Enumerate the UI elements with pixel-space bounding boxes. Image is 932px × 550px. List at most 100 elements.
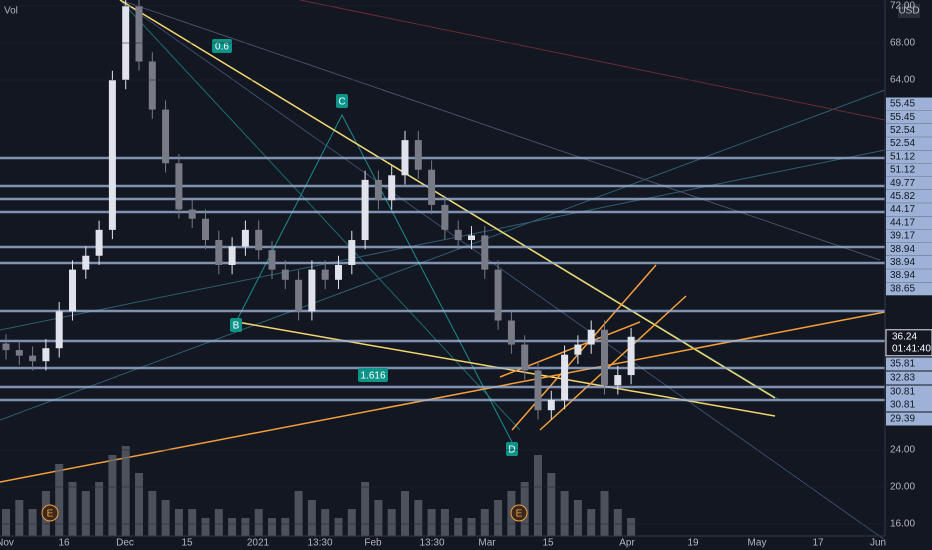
- level-label: 45.82: [890, 191, 915, 202]
- candle-body: [587, 329, 595, 345]
- level-label: 38.94: [890, 270, 915, 281]
- candle-body: [348, 240, 356, 265]
- annotation: B: [233, 321, 240, 332]
- annotation-box: [336, 94, 348, 108]
- candle-body: [614, 375, 622, 386]
- x-tick-label: 13:30: [307, 538, 332, 549]
- candle-body: [255, 229, 263, 251]
- x-tick-label: 13:30: [419, 538, 444, 549]
- level-label-box: [886, 163, 932, 177]
- level-label: 44.17: [890, 204, 915, 215]
- volume-bar: [161, 500, 170, 536]
- candle-body: [428, 169, 436, 205]
- volume-bar: [547, 473, 556, 536]
- candle-body: [441, 204, 449, 230]
- level-label: 52.54: [890, 125, 915, 136]
- volume-bar: [214, 509, 223, 536]
- volume-bar: [15, 500, 24, 536]
- level-label: 38.65: [890, 283, 915, 294]
- candle-body: [401, 140, 409, 176]
- volume-bar: [480, 509, 489, 536]
- level-label: 30.81: [890, 387, 915, 398]
- volume-bar: [627, 518, 636, 536]
- annotation: C: [338, 97, 345, 108]
- volume-bar: [201, 518, 210, 536]
- volume-bar: [414, 500, 423, 536]
- candle-body: [361, 179, 369, 241]
- candle-body: [321, 269, 329, 280]
- volume-bar: [534, 455, 542, 536]
- level-label: 30.81: [890, 400, 915, 411]
- annotation-box: [510, 504, 528, 522]
- volume-bar: [374, 500, 383, 536]
- y-tick-label: 68.00: [890, 38, 915, 49]
- candle-body: [521, 344, 529, 371]
- volume-bar: [121, 446, 130, 536]
- candle-body: [374, 179, 382, 201]
- level-label: 55.45: [890, 112, 915, 123]
- volume-bar: [241, 518, 250, 536]
- level-label-box: [886, 385, 932, 399]
- level-label-box: [886, 398, 932, 412]
- level-label: 39.17: [890, 231, 915, 242]
- annotation: 0.6: [215, 42, 229, 53]
- candle-body: [601, 329, 608, 386]
- candle-body: [414, 140, 422, 170]
- x-tick-label: 2021: [247, 538, 270, 549]
- candle-body: [15, 350, 23, 356]
- level-label-box: [886, 357, 932, 371]
- candle-body: [148, 61, 156, 110]
- volume-bar: [281, 518, 290, 536]
- candle-body: [574, 344, 582, 355]
- candle-body: [547, 400, 555, 411]
- level-label: 29.39: [890, 414, 915, 425]
- volume-bar: [68, 482, 77, 536]
- level-label-box: [886, 123, 932, 137]
- candle-body: [162, 109, 170, 164]
- candle-body: [175, 163, 183, 210]
- volume-bar: [387, 509, 396, 536]
- candle-body: [29, 355, 37, 362]
- x-tick-label: Feb: [364, 538, 382, 549]
- volume-bar: [427, 509, 436, 536]
- candle-body: [108, 80, 116, 230]
- volume-bar: [174, 509, 183, 536]
- x-tick-label: May: [748, 538, 767, 549]
- candle-body: [42, 348, 50, 362]
- candle-body: [295, 279, 303, 312]
- annotation-box: [506, 442, 518, 456]
- candle-body: [55, 311, 63, 349]
- volume-bar: [560, 491, 569, 536]
- candle-body: [95, 229, 103, 256]
- level-label: 35.81: [890, 359, 915, 370]
- level-label-box: [886, 176, 932, 190]
- currency-box: [898, 4, 920, 18]
- volume-bar: [347, 509, 356, 536]
- level-label: 38.94: [890, 244, 915, 255]
- y-tick-label: 16.00: [890, 519, 915, 530]
- level-label: 49.77: [890, 178, 915, 189]
- level-label-box: [886, 269, 932, 283]
- volume-bar: [573, 500, 582, 536]
- candle-body: [507, 320, 515, 345]
- level-label: 52.54: [890, 138, 915, 149]
- level-label-box: [886, 412, 932, 426]
- y-tick-label: 24.00: [890, 445, 915, 456]
- annotation: E: [47, 509, 54, 520]
- volume-bar: [401, 491, 409, 536]
- volume-bar: [361, 482, 370, 536]
- level-label-box: [886, 189, 932, 203]
- volume-bar: [188, 509, 197, 536]
- currency: USD: [898, 6, 919, 17]
- candle-body: [82, 255, 90, 270]
- volume-bar: [28, 509, 37, 536]
- candle-body: [281, 269, 289, 280]
- x-tick-label: Dec: [116, 538, 134, 549]
- x-tick-label: 16: [58, 538, 70, 549]
- volume-bar: [454, 518, 463, 536]
- candle-body: [188, 209, 196, 219]
- candle-body: [481, 235, 489, 270]
- level-label-box: [886, 242, 932, 256]
- x-tick-label: 19: [687, 538, 699, 549]
